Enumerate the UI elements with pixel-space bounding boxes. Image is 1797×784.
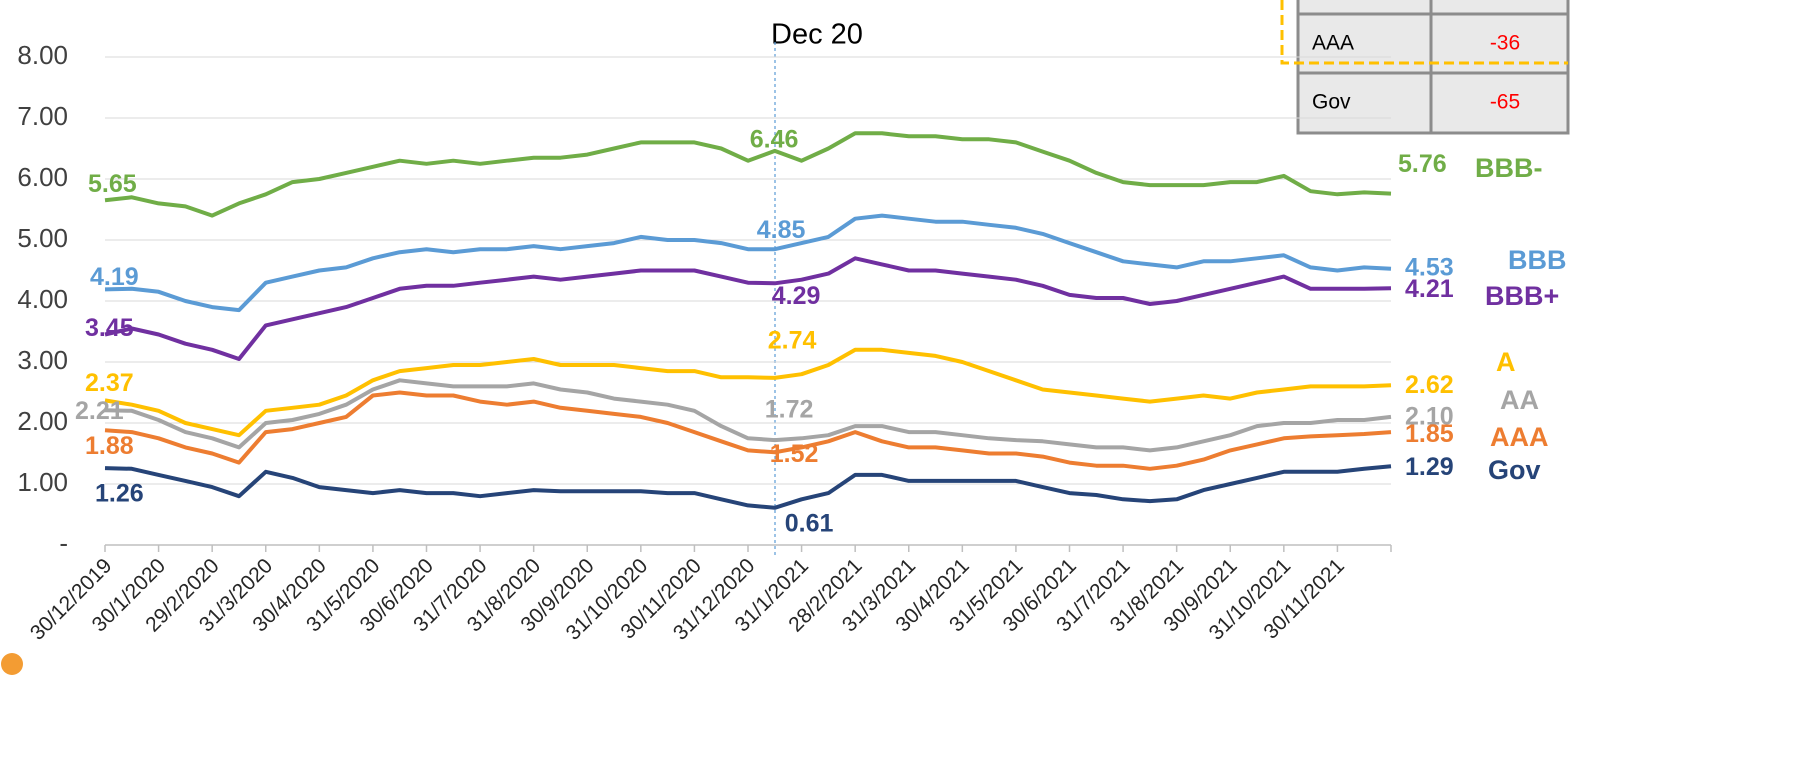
highlight-box (1280, 0, 1568, 65)
logo (1, 653, 23, 675)
table-cell: -65 (1490, 91, 1520, 114)
legend-label: AAA (1490, 422, 1549, 452)
series-line (104, 390, 1392, 471)
legend-label: Gov (1488, 455, 1541, 485)
y-tick-label: 6.00 (17, 162, 68, 192)
value-label: 5.76 (1398, 150, 1447, 178)
series-line (104, 256, 1392, 361)
y-tick-label: - (59, 528, 68, 558)
value-label: 4.21 (1405, 275, 1454, 303)
series-line (104, 213, 1392, 313)
value-label: 4.53 (1405, 253, 1454, 281)
value-label: 5.65 (88, 170, 137, 198)
value-label: 2.74 (768, 326, 817, 354)
value-label: 1.52 (770, 440, 819, 468)
series-line (104, 378, 1392, 453)
table: AAA -36 Gov -65 (1280, 0, 1570, 135)
value-label: 2.10 (1405, 403, 1454, 431)
legend-label: BBB (1508, 245, 1567, 275)
series-line (104, 347, 1392, 438)
table-cell: -36 (1490, 32, 1520, 55)
legend-label: AA (1500, 385, 1539, 415)
value-label: 1.29 (1405, 453, 1454, 481)
table-cell: Gov (1312, 91, 1351, 114)
y-tick-label: 5.00 (17, 223, 68, 253)
y-tick-label: 4.00 (17, 284, 68, 314)
value-label: 3.45 (85, 314, 134, 342)
value-label: 0.61 (785, 509, 834, 537)
y-tick-label: 2.00 (17, 406, 68, 436)
value-label: 4.85 (757, 216, 806, 244)
annotation: Dec 20 (771, 19, 863, 51)
value-label: 4.19 (90, 263, 139, 291)
series-line (104, 131, 1392, 218)
table-cell: AAA (1312, 32, 1354, 55)
legend-label: A (1496, 347, 1516, 377)
y-tick-label: 1.00 (17, 467, 68, 497)
value-label: 2.21 (75, 397, 124, 425)
value-label: 2.37 (85, 369, 134, 397)
y-tick-label: 8.00 (17, 40, 68, 70)
value-label: 1.88 (85, 432, 134, 460)
legend-label: BBB+ (1485, 281, 1559, 311)
value-label: 6.46 (750, 126, 799, 154)
value-label: 1.72 (765, 396, 814, 424)
value-label: 4.29 (772, 282, 821, 310)
legend-label: BBB- (1475, 153, 1543, 183)
value-label: 1.85 (1405, 420, 1454, 448)
series-line (104, 464, 1392, 510)
y-tick-label: 3.00 (17, 345, 68, 375)
y-tick-label: 7.00 (17, 101, 68, 131)
table-frame (1296, 0, 1570, 135)
value-label: 2.62 (1405, 371, 1454, 399)
value-label: 1.26 (95, 480, 144, 508)
